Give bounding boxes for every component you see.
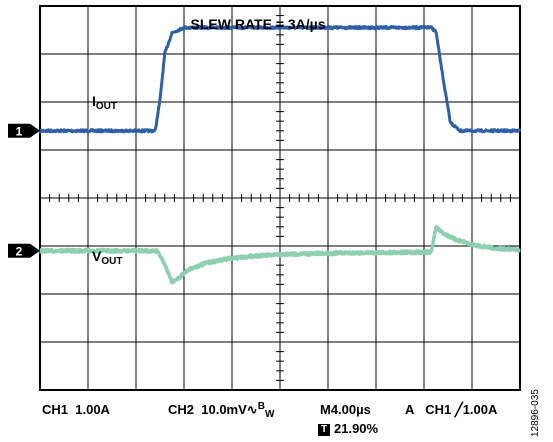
timebase: M4.00µs: [320, 402, 371, 417]
series-label-vout: VOUT: [92, 248, 122, 267]
trigger-position: 21.90%: [334, 421, 379, 436]
ch2-scale: 10.0mV: [201, 402, 247, 417]
bw-w: W: [264, 409, 275, 420]
channel-marker-number: 1: [16, 124, 23, 138]
ch1-scale: 1.00A: [75, 402, 110, 417]
channel-marker-2: 2: [8, 243, 40, 258]
status-trigger-position: T 21.90%: [318, 421, 378, 436]
series-label-iout: IOUT: [92, 93, 117, 112]
bw-b: B: [257, 401, 265, 412]
trigger-source: CH1: [425, 402, 452, 417]
trigger-mode: A: [405, 402, 415, 417]
trace-vout: [38, 225, 522, 285]
trigger-edge-icon: ╱: [454, 402, 463, 417]
trigger-position-icon: T: [318, 424, 330, 436]
ch2-label: CH2: [168, 402, 195, 417]
channel-marker-arrow: [8, 123, 40, 138]
figure-id-text: 12896-035: [530, 389, 541, 437]
ch1-label: CH1: [42, 402, 69, 417]
channel-marker-arrow: [8, 243, 40, 258]
chart-title: SLEW RATE = 3A/µs: [191, 16, 326, 32]
trigger-level: 1.00A: [462, 402, 498, 417]
graticule-grid: [39, 5, 521, 391]
channel-marker-1: 1: [8, 123, 40, 138]
status-trigger: A CH1 ╱1.00A: [405, 402, 497, 418]
trace-iout: [38, 25, 522, 134]
channel-marker-number: 2: [16, 244, 23, 258]
status-ch1: CH1 1.00A: [42, 402, 110, 417]
waveform-traces: [38, 25, 522, 285]
status-timebase: M4.00µs: [320, 402, 371, 417]
figure-id: 12896-035: [530, 375, 546, 437]
bandwidth-limit-icon: ∿: [246, 402, 258, 417]
status-ch2: CH2 10.0mV∿BW: [168, 401, 275, 420]
